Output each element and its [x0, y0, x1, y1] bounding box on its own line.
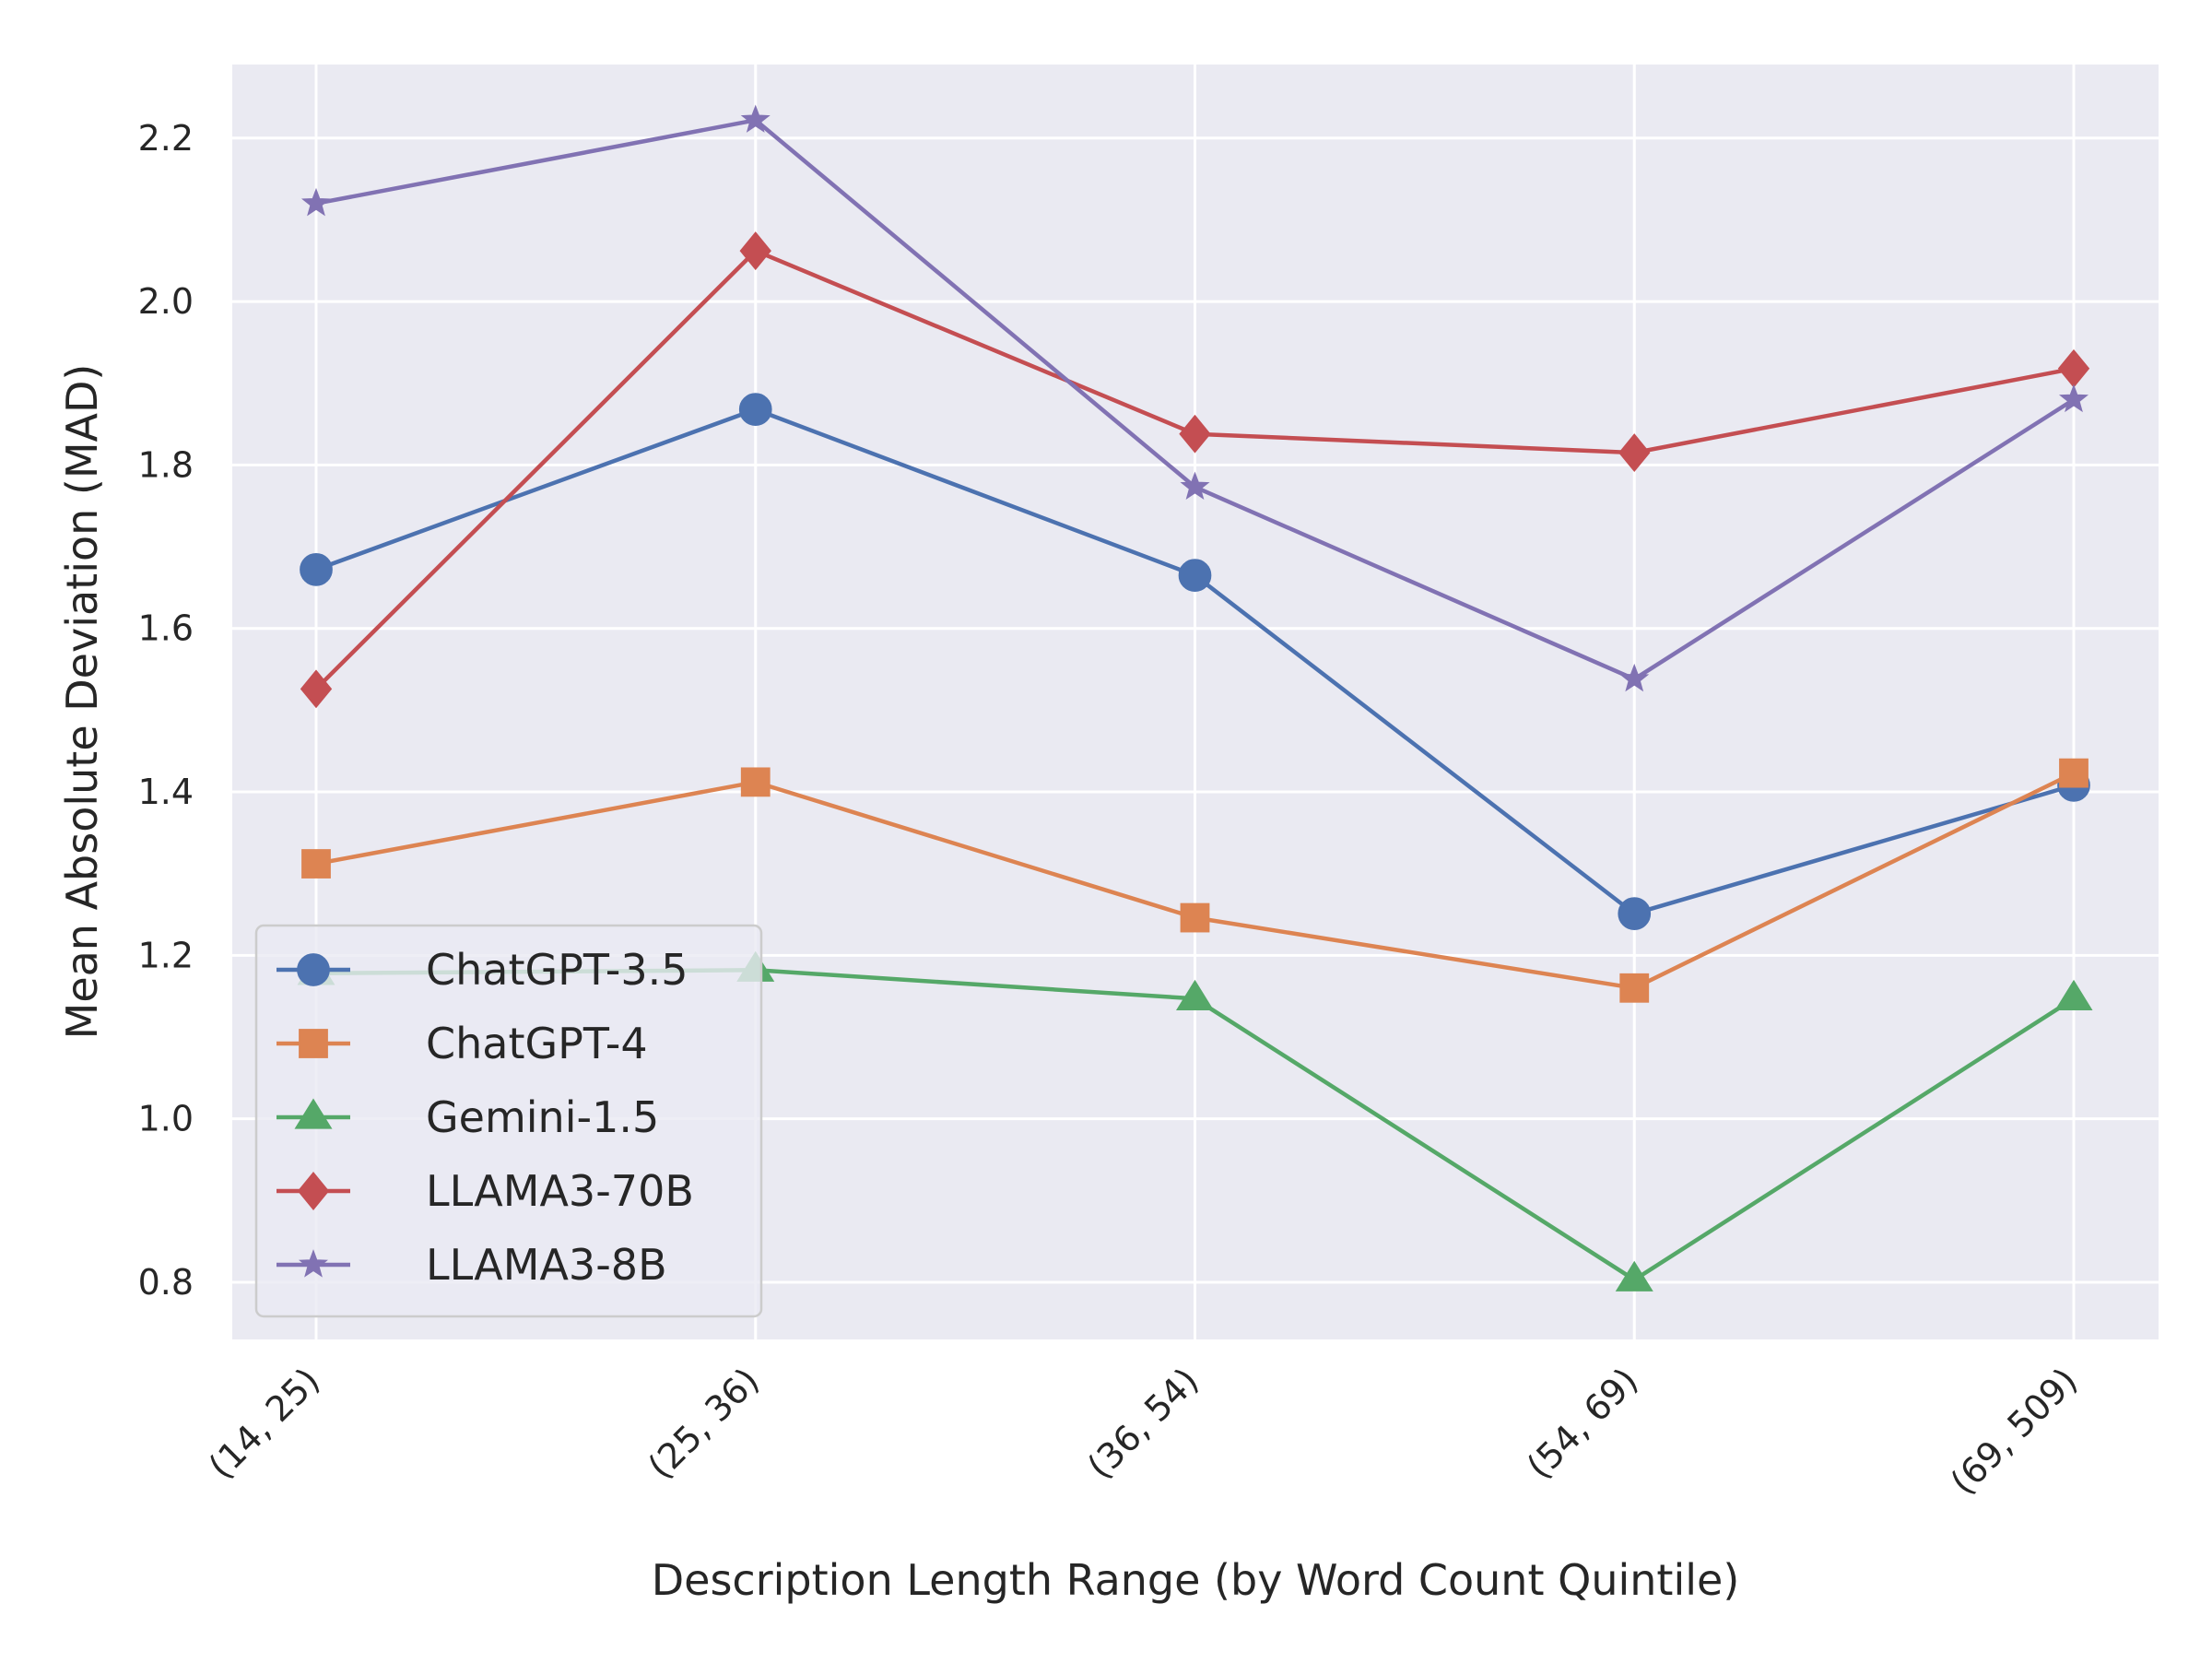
legend-label: Gemini-1.5	[426, 1092, 659, 1142]
x-tick-label: (69, 509)	[1943, 1360, 2086, 1503]
data-point	[739, 231, 771, 271]
legend-label: ChatGPT-3.5	[426, 945, 688, 995]
y-tick-label: 2.2	[138, 118, 194, 159]
y-tick-label: 1.0	[138, 1099, 194, 1139]
data-point	[1178, 559, 1212, 592]
legend-marker	[298, 1249, 329, 1278]
data-point	[740, 767, 771, 797]
data-point	[1619, 663, 1650, 692]
data-point	[1180, 471, 1210, 500]
legend-marker	[299, 1029, 328, 1058]
data-point	[1179, 414, 1211, 454]
data-point	[1176, 979, 1214, 1010]
legend-marker	[297, 1172, 330, 1210]
y-axis-label: Mean Absolute Deviation (MAD)	[57, 364, 107, 1040]
legend-label: LLAMA3-70B	[426, 1166, 694, 1216]
legend-marker	[294, 1098, 333, 1129]
x-tick-label: (54, 69)	[1519, 1360, 1646, 1487]
legend-marker	[297, 953, 330, 986]
y-tick-label: 2.0	[138, 281, 194, 322]
data-point	[2059, 758, 2088, 788]
legend-item: Gemini-1.5	[276, 1092, 659, 1142]
data-point	[1180, 902, 1210, 933]
data-point	[301, 849, 331, 879]
data-point	[2058, 383, 2089, 413]
series-llama3-70b	[300, 231, 2090, 709]
data-point	[1615, 1260, 1653, 1291]
x-tick-label: (14, 25)	[201, 1360, 328, 1487]
legend: ChatGPT-3.5 ChatGPT-4 Gemini-1.5 LLAMA3-70B…	[254, 924, 763, 1318]
data-point	[300, 669, 333, 709]
legend-label: LLAMA3-8B	[426, 1240, 667, 1290]
legend-item: ChatGPT-3.5	[276, 945, 688, 995]
y-tick-label: 1.6	[138, 608, 194, 649]
data-point	[1618, 433, 1651, 473]
legend-label: ChatGPT-4	[426, 1019, 648, 1068]
data-point	[300, 553, 333, 586]
y-tick-label: 1.8	[138, 444, 194, 485]
y-axis-ticks: 0.8 1.0 1.2 1.4 1.6 1.8 2.0 2.2	[138, 118, 194, 1303]
legend-item: ChatGPT-4	[276, 1019, 648, 1068]
legend-item: LLAMA3-8B	[276, 1240, 667, 1290]
x-axis-label: Description Length Range (by Word Count …	[652, 1555, 1740, 1605]
data-point	[300, 187, 332, 217]
data-point	[1618, 897, 1652, 930]
legend-box	[254, 924, 763, 1318]
data-point	[740, 104, 771, 133]
series-layer	[297, 104, 2093, 1291]
y-tick-label: 1.4	[138, 772, 194, 812]
data-point	[1619, 973, 1650, 1003]
data-point	[738, 393, 772, 426]
x-tick-label: (36, 54)	[1079, 1360, 1206, 1487]
series-chatgpt-4	[301, 758, 2088, 1003]
series-chatgpt-3-5	[300, 393, 2090, 930]
x-tick-label: (25, 36)	[641, 1360, 768, 1487]
series-llama3-8b	[300, 104, 2089, 692]
y-tick-label: 1.2	[138, 935, 194, 975]
legend-item: LLAMA3-70B	[276, 1166, 694, 1216]
data-point	[2054, 979, 2093, 1010]
x-axis-ticks: (14, 25) (25, 36) (36, 54) (54, 69) (69, 509…	[201, 1360, 2086, 1503]
y-tick-label: 0.8	[138, 1262, 194, 1303]
